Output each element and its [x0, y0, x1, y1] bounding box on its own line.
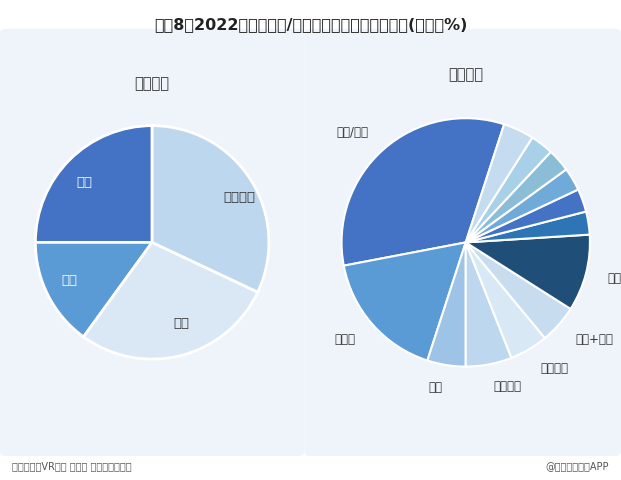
Text: 硬件/整机: 硬件/整机	[337, 126, 369, 139]
Wedge shape	[466, 138, 551, 242]
Wedge shape	[35, 126, 152, 242]
Wedge shape	[466, 235, 590, 309]
Text: 软件+服务: 软件+服务	[576, 333, 614, 346]
Text: 数字人: 数字人	[335, 333, 356, 346]
Text: @前瞻经济学人APP: @前瞻经济学人APP	[545, 461, 609, 471]
Title: 融资金额: 融资金额	[448, 67, 483, 82]
Wedge shape	[35, 242, 152, 337]
Text: 虚拟培训: 虚拟培训	[493, 380, 521, 393]
Wedge shape	[466, 242, 545, 358]
Text: 行业应用: 行业应用	[223, 191, 255, 204]
Wedge shape	[342, 118, 504, 265]
Wedge shape	[152, 126, 269, 292]
Wedge shape	[466, 242, 512, 367]
Text: 虚拟社交: 虚拟社交	[540, 362, 568, 375]
Text: 内容: 内容	[173, 317, 189, 330]
Text: 图表8：2022年全球虚拟/增强现实技术投资赛道分布(单位：%): 图表8：2022年全球虚拟/增强现实技术投资赛道分布(单位：%)	[154, 17, 467, 32]
Text: 资料来源：VR陀螺 青亭网 前瞻产业研究院: 资料来源：VR陀螺 青亭网 前瞻产业研究院	[12, 461, 132, 471]
Wedge shape	[466, 124, 532, 242]
Wedge shape	[466, 212, 590, 242]
Wedge shape	[466, 152, 566, 242]
Wedge shape	[466, 169, 578, 242]
Title: 融资数量: 融资数量	[135, 76, 170, 91]
Text: 游戏: 游戏	[608, 272, 621, 285]
Text: 医疗: 医疗	[429, 381, 443, 394]
Wedge shape	[344, 242, 466, 360]
Text: 软件: 软件	[61, 274, 77, 287]
Text: 硬件: 硬件	[77, 177, 93, 190]
Wedge shape	[466, 242, 571, 338]
Wedge shape	[83, 242, 258, 359]
Wedge shape	[427, 242, 466, 367]
Wedge shape	[466, 190, 586, 242]
